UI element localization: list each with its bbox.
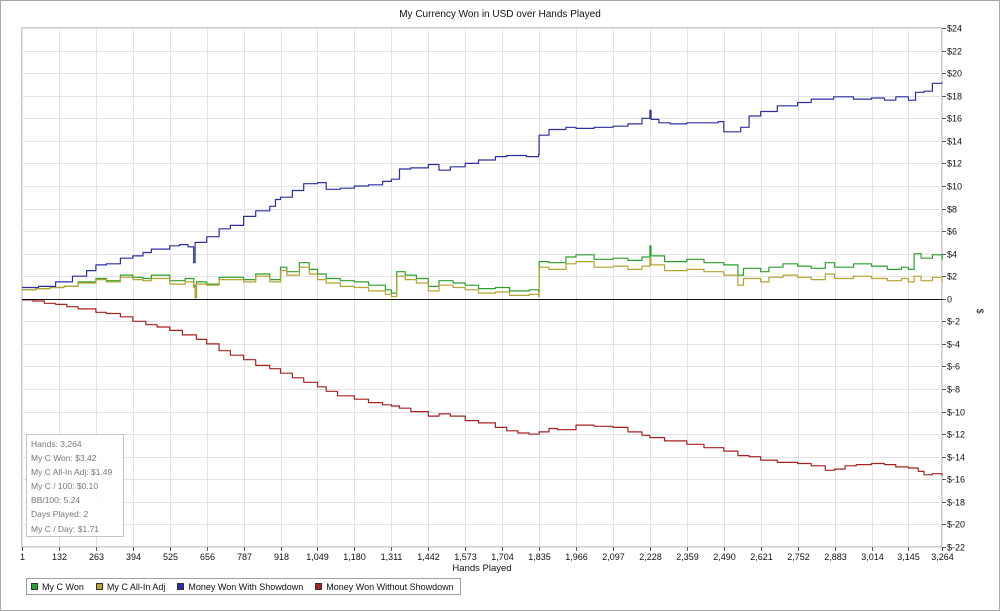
x-tick-label: 918 [274,552,289,562]
y-tick-label: $-14 [947,453,965,463]
y-tick-label: $6 [947,227,957,237]
x-tick-label: 2,097 [602,552,625,562]
legend: My C Won My C All-In Adj Money Won With … [26,578,461,595]
grid [21,27,943,548]
y-tick-label: $22 [947,47,962,57]
y-tick-label: $-8 [947,385,960,395]
legend-label: Money Won With Showdown [188,581,304,592]
y-tick-label: $-22 [947,543,965,553]
x-tick-label: 1,835 [528,552,551,562]
legend-item-my-c-won[interactable]: My C Won [31,582,84,592]
series-line-2 [22,82,943,289]
legend-label: My C All-In Adj [106,581,166,592]
stats-box: Hands: 3,264 My C Won: $3.42 My C All-In… [26,434,124,537]
x-tick-label: 2,228 [639,552,662,562]
stat-per-day: My C / Day: $1.71 [31,523,100,534]
legend-swatch [177,583,185,590]
stat-days-played: Days Played: 2 [31,509,89,520]
x-tick-label: 3,145 [897,552,920,562]
x-tick-label: 1,966 [565,552,588,562]
x-tick-label: 787 [237,552,252,562]
stat-allin-adj: My C All-In Adj: $1.49 [31,467,113,478]
x-tick-label: 1 [20,552,25,562]
y-axis-label: $ [975,308,985,313]
stat-won: My C Won: $3.42 [31,453,97,464]
y-tick-label: $18 [947,92,962,102]
series-line-1 [22,257,943,299]
x-tick-label: 1,442 [417,552,440,562]
y-tick-label: $8 [947,205,957,215]
y-tick-label: $-16 [947,475,965,485]
y-tick-label: $2 [947,272,957,282]
stat-hands: Hands: 3,264 [31,439,82,449]
y-tick-label: $-6 [947,362,960,372]
legend-label: My C Won [42,581,84,592]
plot-area [21,27,943,548]
y-tick-label: $10 [947,182,962,192]
series-layer [22,82,943,476]
stat-per-100: My C / 100: $0.10 [31,481,99,492]
legend-item-with-showdown[interactable]: Money Won With Showdown [177,582,303,592]
x-tick-label: 1,049 [306,552,329,562]
legend-item-all-in-adj[interactable]: My C All-In Adj [95,581,166,592]
y-tick-label: $-18 [947,498,965,508]
x-tick-label: 656 [200,552,215,562]
x-tick-label: 2,621 [750,552,773,562]
chart-title: My Currency Won in USD over Hands Played [399,9,601,20]
y-tick-label: $-4 [947,340,960,350]
x-axis-label: Hands Played [452,563,511,574]
y-tick-label: $-2 [947,317,960,327]
y-tick-label: 0 [947,295,952,305]
x-tick-label: 263 [89,552,104,562]
x-tick-label: 132 [52,552,67,562]
y-tick-label: $14 [947,137,962,147]
stat-bb-100: BB/100: 5.24 [31,495,81,506]
series-line-3 [22,299,943,476]
x-tick-label: 2,490 [713,552,736,562]
x-tick-label: 1,573 [454,552,477,562]
legend-label: Money Won Without Showdown [326,581,454,592]
x-tick-label: 394 [126,552,141,562]
x-tick-label: 1,704 [491,552,514,562]
y-tick-label: $24 [947,24,962,34]
y-tick-label: $-10 [947,408,965,418]
series-line-0 [22,245,943,299]
x-tick-label: 2,883 [824,552,847,562]
y-tick-label: $-12 [947,430,965,440]
axes: $24$22$20$18$16$14$12$10$8$6$4$20$-2$-4$… [20,24,965,563]
x-tick-label: 1,180 [343,552,366,562]
x-tick-label: 2,359 [676,552,699,562]
x-tick-label: 3,264 [931,552,954,562]
x-tick-label: 1,311 [381,552,403,562]
y-tick-label: $20 [947,69,962,79]
y-tick-label: $-20 [947,520,965,530]
legend-swatch [31,583,38,590]
y-tick-label: $4 [947,250,957,260]
legend-swatch [315,583,323,590]
y-tick-label: $16 [947,114,962,124]
legend-item-without-showdown[interactable]: Money Won Without Showdown [315,581,454,592]
y-tick-label: $12 [947,159,962,169]
x-tick-label: 2,752 [787,552,810,562]
legend-swatch [95,583,103,590]
x-tick-label: 3,014 [861,552,884,562]
x-tick-label: 525 [163,552,178,562]
